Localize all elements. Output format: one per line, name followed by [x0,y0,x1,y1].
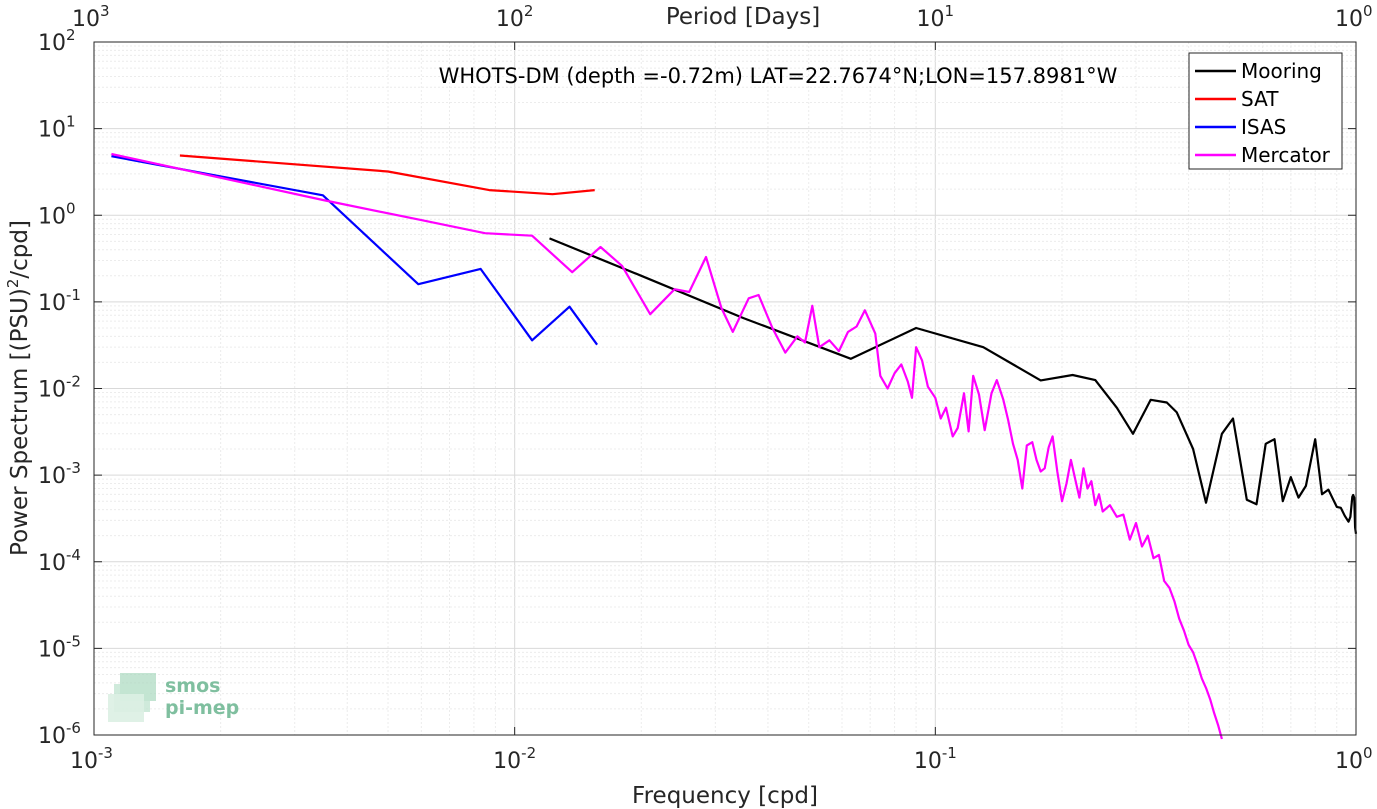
series-line-mercator [111,152,1223,740]
y-axis-label-tail: /cpd] [7,220,33,279]
x-tick-label: 100 [1335,744,1373,774]
chart-title: WHOTS-DM (depth =-0.72m) LAT=22.7674°N;L… [439,64,1118,88]
x2-tick-label-exp: 3 [100,2,110,20]
x-tick-label-exp: -3 [98,744,113,762]
y-tick-label-base: 10 [38,637,66,662]
y-tick-label: 10-3 [38,459,81,489]
tick-marks [93,41,1357,736]
x-tick-label-exp: -2 [521,744,536,762]
y-axis-label-sup: 2 [4,279,22,289]
series-line-mooring [549,237,1358,534]
x2-tick-label: 102 [496,2,534,32]
y-tick-label: 101 [38,113,76,143]
y-tick-label: 10-2 [38,373,81,403]
y-tick-label-base: 10 [38,464,66,489]
x-tick-label-base: 10 [1335,749,1363,774]
x2-tick-label-base: 10 [1335,7,1363,32]
y-axis-label-main: Power Spectrum [(PSU) [7,288,33,556]
x-tick-label-exp: -1 [942,744,957,762]
x-tick-label-base: 10 [914,749,942,774]
y-tick-label: 100 [38,199,76,229]
series-group [111,152,1358,740]
x2-tick-label-base: 10 [917,7,945,32]
grid [94,42,1356,735]
x2-tick-label-exp: 1 [945,2,955,20]
y-tick-label-base: 10 [38,118,66,143]
x-tick-label: 10-3 [70,744,113,774]
legend: Mooring SAT ISAS Mercator [1188,52,1343,170]
y-tick-label-base: 10 [38,551,66,576]
y-tick-label: 102 [38,26,76,56]
x2-tick-label: 103 [72,2,110,32]
x-axis-label: Frequency [cpd] [632,783,818,809]
y-tick-label-base: 10 [38,31,66,56]
x-tick-label-exp: 0 [1363,744,1373,762]
x2-tick-label-base: 10 [496,7,524,32]
y-tick-label: 10-4 [38,546,81,576]
legend-box [1188,52,1343,170]
x-tick-label: 10-1 [914,744,957,774]
y-tick-label-base: 10 [38,724,66,749]
y-tick-label-exp: -4 [66,546,81,564]
logo-text-pimep: pi-mep [165,697,239,719]
legend-label-mercator: Mercator [1241,143,1331,167]
x-tick-label: 10-2 [493,744,536,774]
x2-tick-label: 101 [917,2,955,32]
y-tick-label-base: 10 [38,378,66,403]
logo-mark-front [108,694,144,722]
y-tick-label-exp: 2 [66,26,76,44]
x-tick-labels: 10-3 10-2 10-1 100 [70,744,1373,774]
x2-tick-label-exp: 2 [524,2,534,20]
y-tick-label-exp: -3 [66,459,81,477]
x2-tick-label-base: 10 [72,7,100,32]
x2-tick-label-exp: 0 [1363,2,1373,20]
x2-tick-label: 100 [1335,2,1373,32]
x-tick-label-base: 10 [493,749,521,774]
y-tick-label-exp: 0 [66,199,76,217]
y-tick-label-base: 10 [38,291,66,316]
y-tick-label: 10-6 [38,719,81,749]
y-tick-label-exp: 1 [66,113,76,131]
y-tick-label-exp: -5 [66,632,81,650]
series-line-sat [179,154,595,196]
y-tick-label-base: 10 [38,204,66,229]
y-tick-label: 10-5 [38,632,81,662]
smos-pimep-logo: smos pi-mep [108,673,239,722]
series-line-isas [111,155,598,346]
x-tick-label-base: 10 [70,749,98,774]
y-tick-label: 10-1 [38,286,81,316]
y-tick-label-exp: -2 [66,373,81,391]
x2-axis-label: Period [Days] [666,4,820,30]
y-tick-label-exp: -6 [66,719,81,737]
legend-label-isas: ISAS [1241,115,1286,139]
x2-tick-labels: 103 102 101 100 [72,2,1373,32]
y-tick-label-exp: -1 [66,286,81,304]
logo-text-smos: smos [165,675,220,697]
y-axis-label: Power Spectrum [(PSU)2/cpd] [4,220,33,556]
legend-label-sat: SAT [1241,87,1279,111]
legend-label-mooring: Mooring [1241,59,1322,83]
